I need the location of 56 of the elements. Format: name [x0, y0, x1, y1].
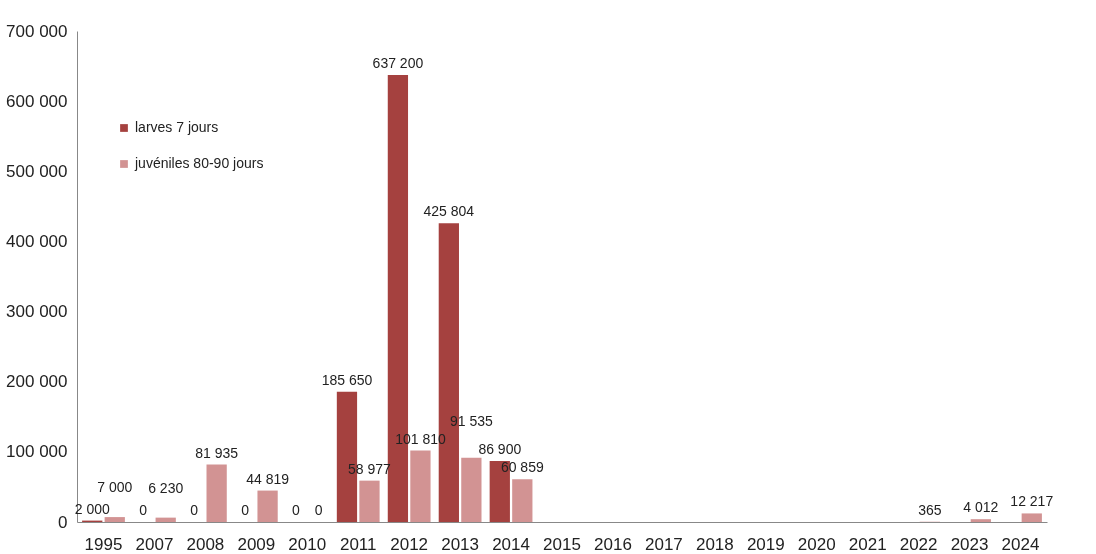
- bar: [461, 457, 482, 522]
- bar: [104, 517, 125, 522]
- data-label: 365: [918, 501, 942, 518]
- bar: [1021, 513, 1042, 522]
- data-label: 185 650: [321, 371, 373, 388]
- data-label: 0: [139, 502, 148, 518]
- x-tick-label: 2012: [390, 534, 429, 554]
- y-tick-label: 100 000: [6, 442, 68, 462]
- y-tick-label: 600 000: [6, 91, 68, 111]
- x-tick-label: 2016: [594, 534, 632, 554]
- y-tick-label: 700 000: [6, 21, 68, 41]
- x-tick-label: 2019: [746, 534, 785, 554]
- x-tick-label: 2015: [543, 534, 581, 554]
- x-tick-label: 2017: [644, 534, 683, 554]
- bar: [155, 517, 176, 522]
- bar: [359, 480, 380, 522]
- legend-label: juvéniles 80-90 jours: [134, 155, 264, 171]
- x-tick-label: 2011: [339, 534, 377, 554]
- y-tick-label: 300 000: [6, 302, 68, 322]
- x-tick-label: 2009: [237, 534, 276, 554]
- x-tick-label: 2022: [899, 534, 938, 554]
- data-label: 637 200: [372, 55, 424, 72]
- x-tick-label: 2020: [797, 534, 836, 554]
- data-label: 0: [190, 502, 199, 518]
- x-tick-label: 2018: [695, 534, 734, 554]
- bar: [410, 450, 431, 522]
- y-tick-label: 200 000: [6, 372, 68, 392]
- data-label: 86 900: [478, 441, 522, 458]
- data-label: 0: [241, 502, 250, 518]
- bar: [257, 490, 278, 522]
- x-tick-label: 2023: [950, 534, 989, 554]
- data-label: 7 000: [97, 479, 133, 496]
- data-label: 4 012: [963, 499, 999, 516]
- data-label: 12 217: [1010, 493, 1054, 510]
- x-tick-label: 2014: [492, 534, 530, 554]
- data-label: 0: [292, 502, 301, 518]
- data-label: 0: [314, 502, 323, 518]
- x-tick-label: 2010: [288, 534, 327, 554]
- y-tick-label: 500 000: [6, 161, 68, 181]
- bar: [206, 464, 227, 522]
- data-label: 425 804: [423, 203, 475, 220]
- x-tick-label: 2021: [848, 534, 887, 554]
- x-tick-label: 1995: [84, 534, 123, 554]
- data-label: 44 819: [246, 470, 290, 487]
- x-tick-label: 2013: [441, 534, 480, 554]
- y-tick-label: 400 000: [6, 231, 68, 251]
- y-tick-label: 0: [58, 512, 68, 532]
- bar: [512, 479, 533, 522]
- x-tick-label: 2007: [135, 534, 174, 554]
- data-label: 6 230: [148, 479, 184, 496]
- data-label: 2 000: [74, 500, 110, 517]
- data-label: 81 935: [195, 444, 239, 461]
- bar: [970, 519, 991, 522]
- x-tick-label: 2008: [186, 534, 225, 554]
- x-tick-label: 2024: [1001, 534, 1040, 554]
- legend-label: larves 7 jours: [135, 119, 219, 135]
